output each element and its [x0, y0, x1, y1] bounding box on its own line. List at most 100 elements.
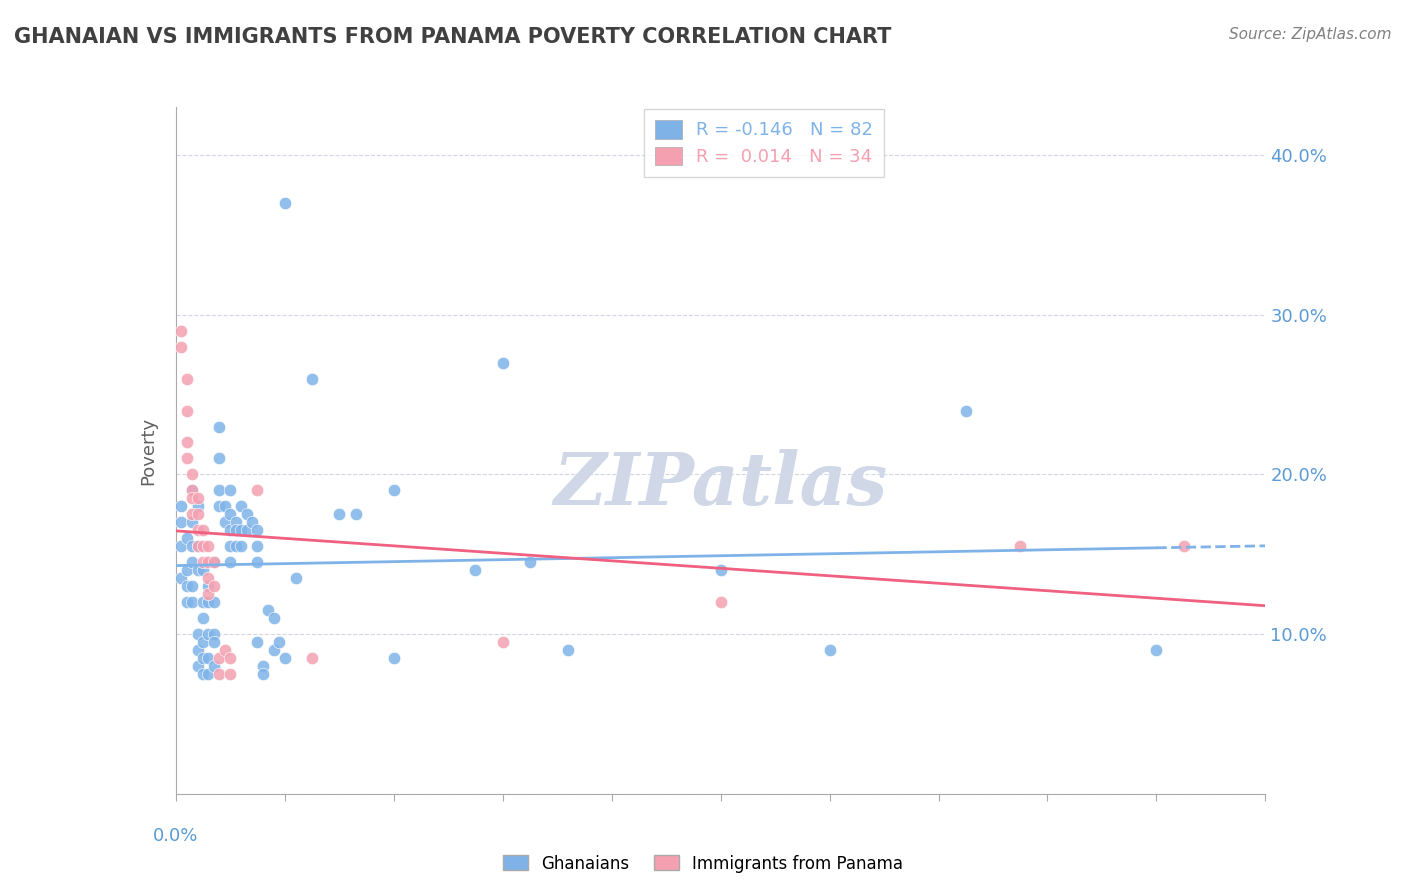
Y-axis label: Poverty: Poverty [139, 417, 157, 484]
Point [186, 500, 209, 514]
Text: 0.0%: 0.0% [153, 827, 198, 845]
Point [219, 524, 242, 538]
Point [214, 500, 236, 514]
Point [191, 539, 214, 553]
Point [191, 524, 214, 538]
Point [186, 524, 209, 538]
Point [197, 627, 219, 641]
Point [176, 435, 198, 450]
Point [202, 595, 225, 609]
Point [181, 483, 204, 498]
Point [240, 516, 263, 530]
Point [219, 539, 242, 553]
Point [170, 539, 193, 553]
Text: ZIPatlas: ZIPatlas [554, 450, 887, 520]
Point [197, 555, 219, 569]
Point [186, 659, 209, 673]
Point [219, 508, 242, 522]
Point [181, 491, 204, 506]
Point [301, 651, 323, 665]
Point [191, 611, 214, 625]
Point [274, 651, 297, 665]
Point [1010, 539, 1032, 553]
Point [231, 524, 253, 538]
Point [191, 555, 214, 569]
Point [197, 651, 219, 665]
Point [202, 635, 225, 649]
Point [208, 451, 231, 466]
Point [186, 539, 209, 553]
Point [186, 491, 209, 506]
Point [208, 483, 231, 498]
Point [214, 516, 236, 530]
Text: GHANAIAN VS IMMIGRANTS FROM PANAMA POVERTY CORRELATION CHART: GHANAIAN VS IMMIGRANTS FROM PANAMA POVER… [14, 27, 891, 46]
Point [176, 563, 198, 577]
Point [181, 516, 204, 530]
Point [710, 563, 733, 577]
Point [191, 635, 214, 649]
Point [208, 419, 231, 434]
Point [328, 508, 350, 522]
Point [186, 539, 209, 553]
Point [252, 659, 274, 673]
Point [557, 643, 579, 657]
Point [225, 524, 247, 538]
Point [170, 500, 193, 514]
Point [219, 483, 242, 498]
Point [186, 627, 209, 641]
Point [246, 524, 269, 538]
Point [382, 483, 405, 498]
Point [246, 555, 269, 569]
Point [257, 603, 280, 617]
Point [219, 667, 242, 681]
Point [818, 643, 841, 657]
Point [181, 595, 204, 609]
Point [181, 508, 204, 522]
Point [176, 451, 198, 466]
Text: Source: ZipAtlas.com: Source: ZipAtlas.com [1229, 27, 1392, 42]
Point [176, 579, 198, 593]
Point [235, 524, 257, 538]
Point [246, 635, 269, 649]
Point [955, 403, 977, 417]
Point [181, 555, 204, 569]
Point [208, 667, 231, 681]
Point [263, 643, 285, 657]
Point [197, 579, 219, 593]
Point [225, 516, 247, 530]
Point [181, 579, 204, 593]
Point [176, 403, 198, 417]
Legend: R = -0.146   N = 82, R =  0.014   N = 34: R = -0.146 N = 82, R = 0.014 N = 34 [644, 109, 884, 177]
Point [231, 539, 253, 553]
Point [181, 539, 204, 553]
Point [219, 651, 242, 665]
Point [202, 555, 225, 569]
Point [191, 563, 214, 577]
Point [225, 539, 247, 553]
Point [191, 595, 214, 609]
Point [202, 627, 225, 641]
Point [1173, 539, 1195, 553]
Point [231, 500, 253, 514]
Point [235, 508, 257, 522]
Point [214, 643, 236, 657]
Point [197, 667, 219, 681]
Point [197, 539, 219, 553]
Point [208, 651, 231, 665]
Point [274, 195, 297, 210]
Point [492, 356, 515, 370]
Point [464, 563, 486, 577]
Point [191, 651, 214, 665]
Point [202, 579, 225, 593]
Point [186, 508, 209, 522]
Point [344, 508, 367, 522]
Point [170, 340, 193, 354]
Legend: Ghanaians, Immigrants from Panama: Ghanaians, Immigrants from Panama [496, 848, 910, 880]
Point [197, 571, 219, 585]
Point [492, 635, 515, 649]
Point [219, 555, 242, 569]
Point [202, 659, 225, 673]
Point [382, 651, 405, 665]
Point [208, 500, 231, 514]
Point [284, 571, 307, 585]
